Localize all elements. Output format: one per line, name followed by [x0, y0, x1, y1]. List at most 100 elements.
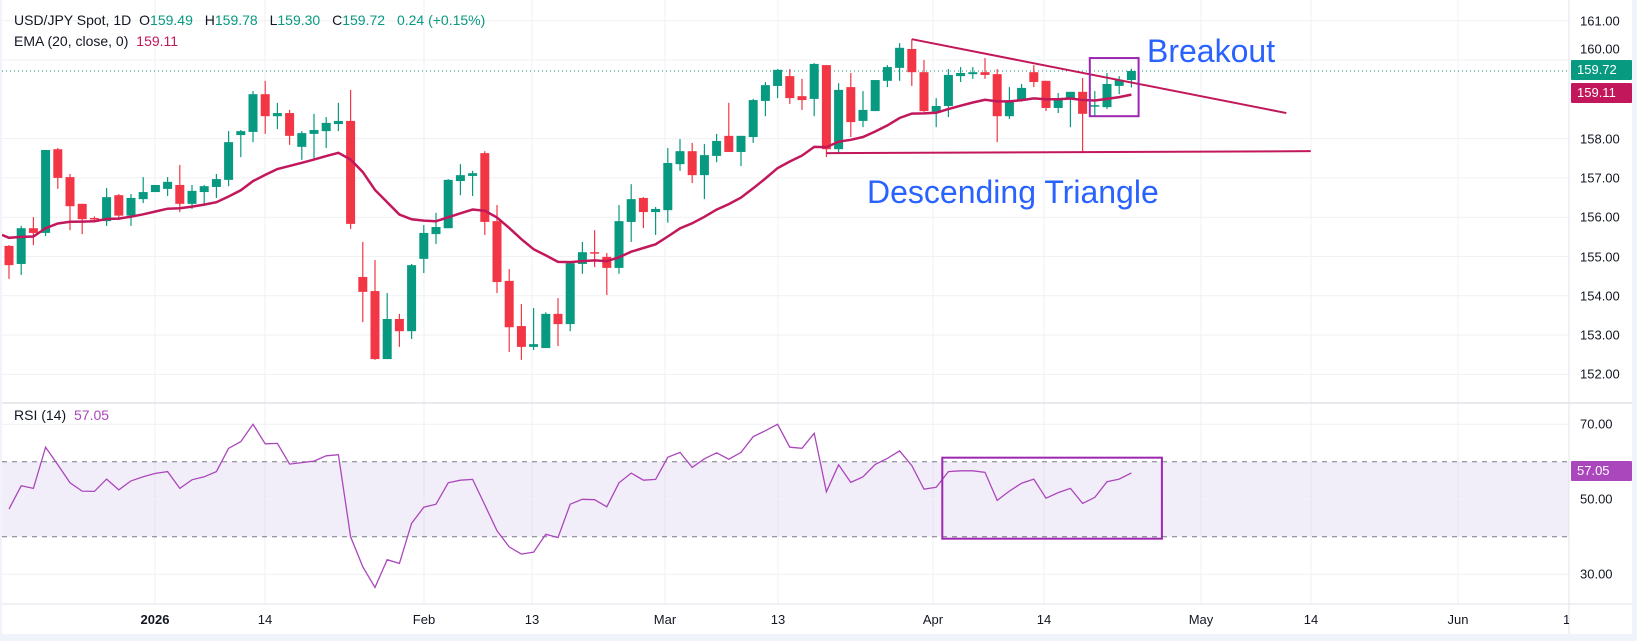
ema-price-tag: 159.11	[1571, 83, 1632, 103]
candle-up	[407, 265, 417, 332]
candle-up	[1004, 100, 1014, 117]
price-tick-label: 157.00	[1580, 170, 1620, 186]
candle-up	[1090, 105, 1100, 107]
candle-down	[553, 313, 563, 325]
candle-up	[870, 80, 880, 112]
candle-up	[163, 181, 173, 189]
price-tick-label: 154.00	[1580, 288, 1620, 304]
candle-down	[602, 256, 612, 268]
candle-up	[1114, 80, 1124, 86]
ema-label: EMA (20, close, 0)	[14, 33, 129, 49]
open-value: 159.49	[150, 12, 193, 28]
time-tick-label: 13	[770, 612, 786, 627]
candle-up	[211, 179, 221, 187]
descending-triangle-annotation[interactable]: Descending Triangle	[867, 174, 1159, 210]
candle-down	[358, 276, 368, 292]
candle-down	[346, 120, 356, 224]
open-label: O	[139, 12, 151, 28]
candle-down	[480, 153, 490, 222]
ema-line	[2, 93, 1132, 264]
candle-up	[614, 221, 624, 268]
candle-up	[895, 47, 905, 68]
candle-up	[297, 133, 307, 147]
candle-down	[260, 94, 270, 117]
candle-up	[431, 227, 441, 235]
candle-up	[931, 105, 941, 112]
candle-up	[248, 94, 258, 132]
candle-up	[882, 67, 892, 81]
candle-up	[41, 149, 51, 233]
candle-up	[1053, 98, 1063, 108]
price-tick-label: 153.00	[1580, 327, 1620, 343]
low-value: 159.30	[277, 12, 321, 28]
rsi-legend[interactable]: RSI (14) 57.05	[14, 407, 113, 423]
resistance-trendline	[911, 38, 1287, 115]
price-tick-label: 156.00	[1580, 209, 1620, 225]
rsi-range-box	[941, 456, 1163, 540]
close-label: C	[332, 12, 343, 28]
candle-down	[114, 195, 124, 216]
candle-up	[736, 135, 746, 152]
time-tick-label: 14	[257, 612, 273, 627]
time-tick-label: Jun	[1447, 612, 1469, 627]
candle-up	[834, 89, 844, 150]
time-tick-label: 14	[1036, 612, 1052, 627]
time-tick-label: 1:	[1563, 612, 1569, 627]
candle-up	[1065, 91, 1075, 99]
candle-up	[455, 175, 465, 182]
time-tick-label: Mar	[653, 612, 677, 627]
rsi-value-tag: 57.05	[1571, 461, 1632, 481]
time-tick-label: 2026	[140, 612, 170, 627]
price-tick-label: 161.00	[1580, 13, 1620, 29]
candle-up	[663, 162, 673, 211]
candle-down	[687, 151, 697, 176]
breakout-annotation[interactable]: Breakout	[1147, 33, 1276, 69]
ema-value: 159.11	[136, 33, 179, 49]
candle-up	[224, 142, 234, 180]
candle-up	[541, 313, 551, 349]
candle-up	[272, 113, 282, 117]
candle-up	[712, 140, 722, 156]
candle-up	[675, 151, 685, 165]
candle-up	[699, 155, 709, 176]
candle-up	[529, 344, 539, 347]
candle-down	[89, 217, 99, 220]
time-tick-label: 14	[1303, 612, 1319, 627]
price-tick-label: 160.00	[1580, 41, 1620, 57]
candle-down	[724, 135, 734, 152]
candle-up	[382, 318, 392, 360]
candle-up	[577, 252, 587, 264]
candle-down	[992, 74, 1002, 117]
ema-legend[interactable]: EMA (20, close, 0) 159.11	[14, 33, 182, 49]
change-value: 0.24 (+0.15%)	[396, 12, 486, 28]
time-tick-label: Feb	[412, 612, 436, 627]
candle-up	[236, 131, 246, 136]
candle-down	[370, 291, 380, 360]
candle-up	[956, 72, 966, 77]
candle-down	[1078, 91, 1088, 114]
last-price-tag: 159.72	[1571, 60, 1632, 80]
candle-up	[419, 232, 429, 259]
symbol-label[interactable]: USD/JPY Spot, 1D	[14, 12, 132, 28]
high-label: H	[204, 12, 215, 28]
rsi-line	[8, 423, 1132, 589]
candle-up	[651, 208, 661, 213]
rsi-value: 57.05	[74, 407, 110, 423]
candle-up	[773, 69, 783, 86]
time-tick-label: May	[1188, 612, 1214, 627]
close-value: 159.72	[342, 12, 386, 28]
price-tick-label: 155.00	[1580, 249, 1620, 264]
candle-down	[1029, 72, 1039, 83]
candle-up	[333, 120, 343, 125]
candle-up	[809, 63, 819, 99]
candle-up	[199, 186, 209, 193]
candle-down	[285, 113, 295, 136]
candle-down	[846, 87, 856, 123]
rsi-tick-label: 70.00	[1580, 416, 1613, 432]
candle-down	[785, 76, 795, 99]
candle-up	[760, 85, 770, 101]
candle-down	[980, 72, 990, 75]
candle-up	[943, 74, 953, 106]
candle-up	[443, 179, 453, 229]
